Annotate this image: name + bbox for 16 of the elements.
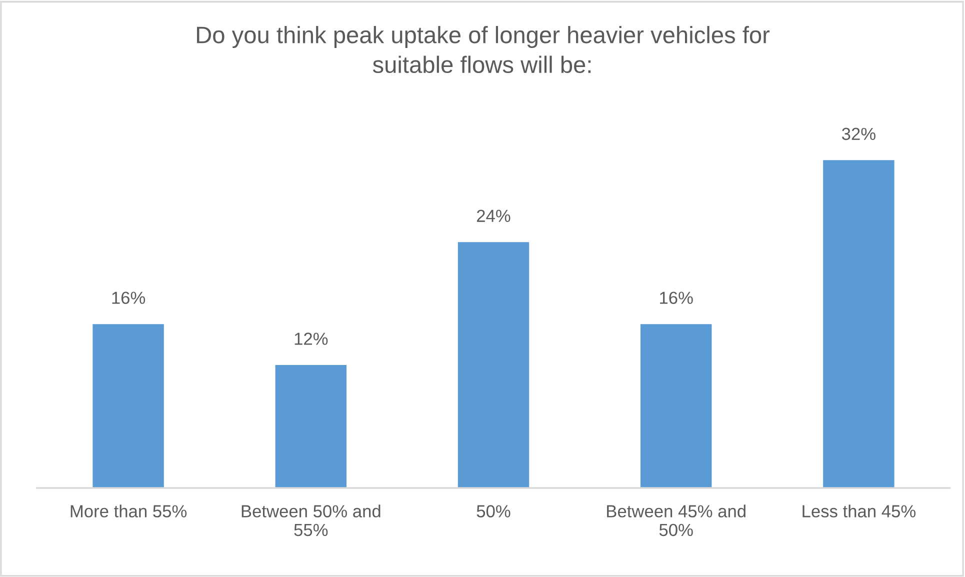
data-label: 16% bbox=[660, 292, 693, 304]
bar bbox=[92, 324, 164, 488]
x-tick-label: More than 55% bbox=[70, 504, 187, 518]
data-label: 24% bbox=[477, 210, 510, 222]
bar bbox=[640, 324, 712, 488]
bar bbox=[823, 160, 894, 488]
chart-title: Do you think peak uptake of longer heavier vehicles for suitable flows will be: bbox=[197, 26, 770, 74]
data-label: 12% bbox=[294, 332, 328, 345]
x-tick-label: 50% bbox=[476, 505, 510, 518]
data-label: 16% bbox=[112, 292, 146, 304]
bar bbox=[458, 242, 530, 488]
x-tick-label: Between 45% and 50% bbox=[607, 504, 746, 536]
x-tick-label: Between 50% and 55% bbox=[242, 504, 380, 536]
bar bbox=[275, 365, 347, 488]
x-tick-label: Less than 45% bbox=[802, 504, 916, 518]
data-label: 32% bbox=[842, 128, 876, 140]
